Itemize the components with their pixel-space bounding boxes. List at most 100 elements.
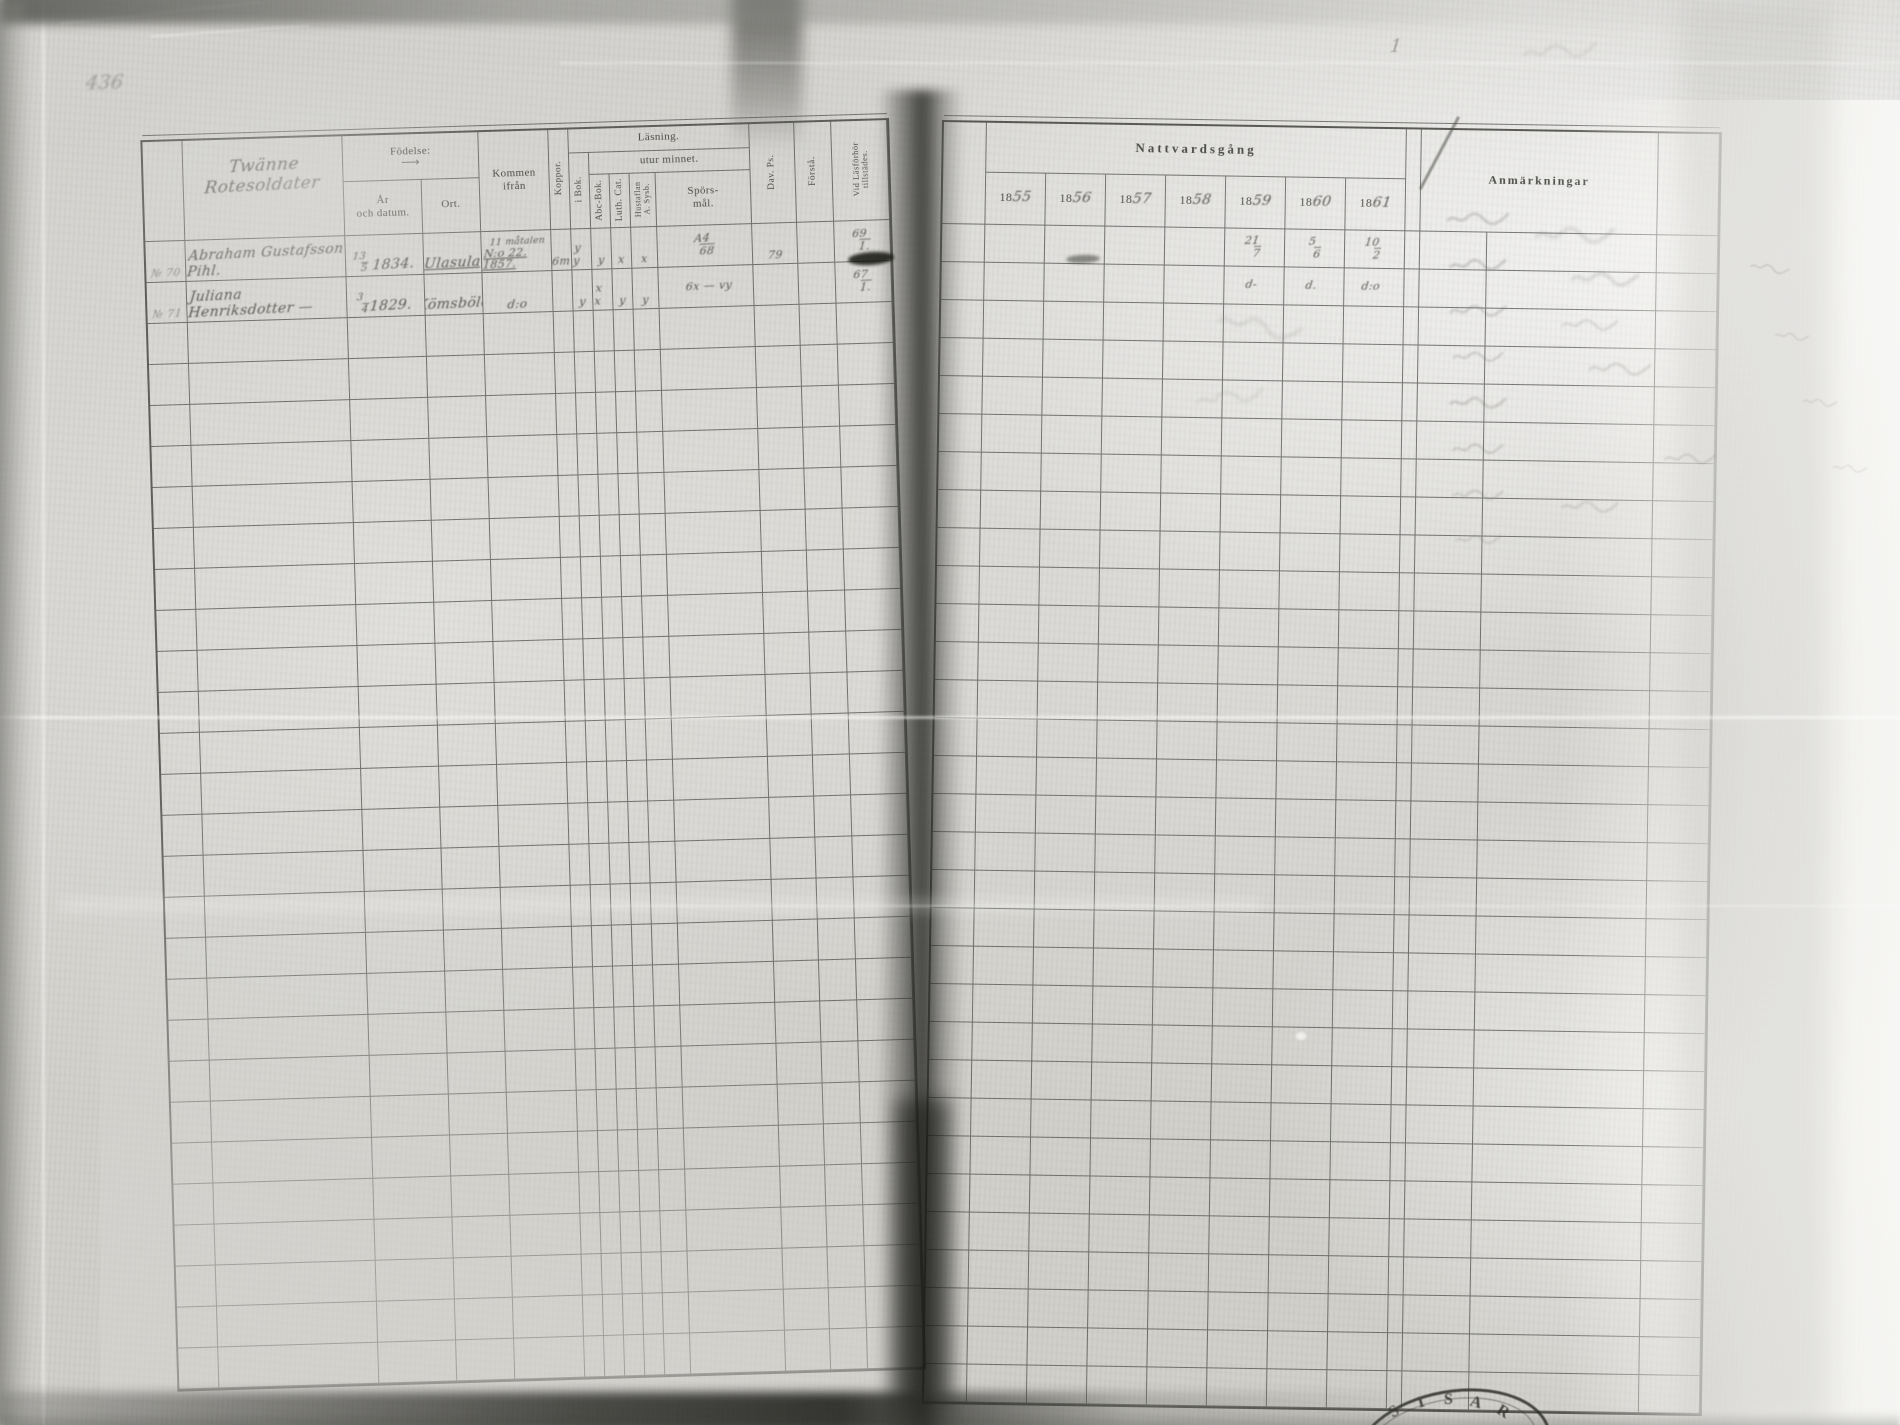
empty-cell	[622, 1293, 644, 1336]
name-cell: Juliana Henriksdotter —	[186, 277, 348, 323]
year-header-1861: 18 61	[1345, 178, 1407, 232]
empty-cell	[1395, 801, 1412, 840]
communion-date-handwriting: 21 7	[1244, 233, 1264, 259]
empty-cell	[436, 682, 496, 726]
empty-cell	[1152, 1025, 1213, 1065]
empty-cell	[671, 715, 768, 760]
empty-cell	[1043, 301, 1105, 341]
empty-cell	[982, 338, 1044, 378]
empty-cell	[1219, 570, 1280, 610]
empty-cell	[811, 713, 850, 756]
empty-cell	[1393, 953, 1409, 992]
empty-cell	[614, 1006, 636, 1049]
empty-cell	[1216, 722, 1278, 762]
empty-cell	[1034, 909, 1095, 949]
empty-cell	[497, 762, 569, 806]
empty-cell	[173, 1183, 215, 1226]
empty-cell	[939, 338, 984, 377]
empty-cell	[492, 598, 564, 642]
sporsmal-header: Spörs- mål.	[655, 170, 753, 227]
empty-cell	[1396, 763, 1412, 802]
empty-cell	[1332, 1028, 1393, 1068]
empty-cell	[447, 1051, 507, 1095]
empty-cell	[560, 557, 583, 599]
empty-cell	[1033, 947, 1095, 987]
empty-cell	[625, 719, 647, 762]
empty-cell	[857, 998, 915, 1042]
empty-cell	[580, 1213, 602, 1255]
empty-cell	[1091, 1100, 1152, 1140]
empty-cell	[1405, 1143, 1473, 1183]
empty-cell	[1645, 919, 1708, 959]
empty-cell	[1644, 1033, 1706, 1073]
empty-cell	[604, 679, 626, 721]
empty-cell	[201, 768, 363, 815]
year-prefix: 18	[1119, 191, 1133, 206]
empty-cell	[486, 393, 558, 438]
kommen-cell: d:o	[482, 271, 554, 315]
empty-cell	[456, 1338, 516, 1382]
empty-cell	[1475, 954, 1646, 996]
empty-cell	[586, 761, 609, 804]
empty-cell	[776, 1042, 823, 1085]
communion-date-handwriting: 10 2	[1364, 235, 1383, 261]
sporsmal-handwriting: 6x — vy	[682, 278, 733, 293]
empty-cell	[573, 310, 595, 353]
year-header-1859: 18 59	[1225, 176, 1287, 230]
luth-cat-mark: y	[618, 293, 627, 308]
empty-cell	[1207, 1330, 1269, 1370]
i-bok-cell: y y	[571, 228, 593, 271]
communion-date-cell	[1164, 227, 1226, 267]
empty-cell	[348, 356, 429, 401]
vid-lasforhor-header: Vid Läsförhör tillstädes.	[831, 120, 891, 222]
empty-cell	[1273, 951, 1334, 991]
kommen-handwriting: d:o	[507, 297, 528, 312]
empty-cell	[1387, 1295, 1404, 1334]
empty-cell	[771, 878, 818, 921]
empty-cell	[611, 924, 634, 967]
empty-cell	[971, 1060, 1033, 1100]
communion-date-cell: 10 2	[1344, 230, 1406, 270]
empty-cell	[1279, 533, 1341, 573]
communion-day: d-	[1244, 277, 1258, 291]
communion-day: d.	[1304, 278, 1318, 292]
film-scratch-horizontal-2	[560, 62, 1900, 64]
ort-cell: Kömsböle	[424, 273, 484, 316]
empty-cell	[1648, 767, 1710, 807]
empty-cell	[1148, 1291, 1209, 1331]
empty-cell	[782, 1247, 829, 1290]
empty-cell	[487, 434, 559, 479]
empty-cell	[1472, 1106, 1644, 1148]
communion-day: 5	[1307, 234, 1318, 248]
empty-cell	[1032, 985, 1094, 1025]
right-extra-header	[1657, 133, 1720, 237]
empty-cell	[597, 1130, 620, 1173]
empty-cell	[976, 756, 1037, 796]
empty-cell	[772, 919, 819, 962]
empty-cell	[1401, 459, 1417, 498]
year-suffix: 57	[1131, 191, 1153, 208]
empty-cell	[978, 642, 1039, 682]
empty-cell	[1407, 1029, 1475, 1069]
empty-cell	[566, 762, 589, 804]
empty-cell	[553, 311, 575, 354]
empty-cell	[1095, 834, 1156, 874]
empty-cell	[351, 438, 431, 483]
empty-cell	[1393, 915, 1410, 954]
empty-cell	[347, 315, 427, 360]
empty-cell	[368, 1012, 448, 1056]
kommen-cell: 11 måtalen N:o 22. 1857.	[481, 230, 553, 274]
empty-cell	[204, 891, 366, 938]
communion-date-handwriting: d:o	[1361, 280, 1384, 293]
empty-cell	[1413, 611, 1482, 651]
empty-cell	[977, 718, 1038, 758]
empty-cell	[1278, 609, 1340, 649]
empty-cell	[648, 800, 676, 843]
ghost-writing-mark	[1587, 359, 1653, 377]
empty-cell	[972, 984, 1034, 1024]
ghost-writing-mark	[1451, 348, 1505, 364]
empty-cell	[763, 591, 810, 634]
empty-cell	[574, 1008, 596, 1050]
empty-cell	[687, 1248, 784, 1293]
